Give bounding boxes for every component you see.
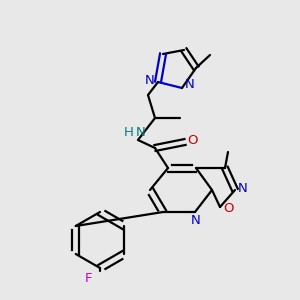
Text: N: N [145, 74, 155, 88]
Text: O: O [188, 134, 198, 148]
Text: F: F [84, 272, 92, 284]
Text: N: N [136, 127, 146, 140]
Text: H: H [124, 127, 134, 140]
Text: N: N [238, 182, 248, 194]
Text: N: N [185, 79, 195, 92]
Text: O: O [223, 202, 233, 215]
Text: N: N [191, 214, 201, 227]
